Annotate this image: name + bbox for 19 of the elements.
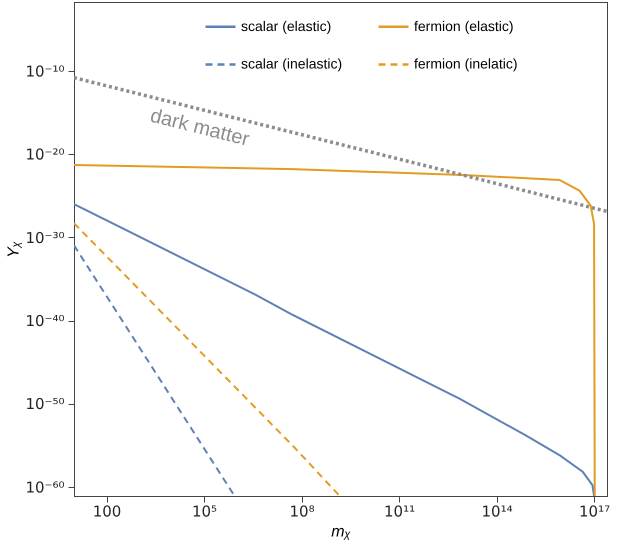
x-tick-label: 10⁸ bbox=[289, 502, 315, 520]
y-tick-label: 10⁻⁵⁰ bbox=[25, 395, 64, 414]
x-axis-title: mᵪ bbox=[331, 524, 351, 540]
y-tick-label: 10⁻⁶⁰ bbox=[25, 478, 64, 496]
legend-label: scalar (inelastic) bbox=[241, 56, 342, 72]
x-tick-label: 10⁵ bbox=[192, 502, 218, 520]
y-tick-label: 10⁻²⁰ bbox=[25, 146, 64, 164]
legend-label: fermion (elastic) bbox=[414, 18, 514, 34]
y-tick-label: 10⁻⁴⁰ bbox=[25, 312, 64, 330]
x-tick-label: 10¹⁷ bbox=[579, 502, 610, 520]
x-tick-label: 10¹⁴ bbox=[481, 502, 513, 520]
x-tick-label: 10¹¹ bbox=[384, 502, 416, 520]
y-tick-label: 10⁻³⁰ bbox=[25, 228, 64, 247]
y-tick-label: 10⁻¹⁰ bbox=[25, 62, 64, 81]
legend-label: fermion (inelatic) bbox=[414, 56, 518, 72]
annotation: dark matter bbox=[148, 104, 252, 151]
y-axis-title: Yᵪ bbox=[5, 241, 22, 258]
legend-label: scalar (elastic) bbox=[241, 18, 332, 34]
x-tick-label: 100 bbox=[92, 502, 122, 520]
